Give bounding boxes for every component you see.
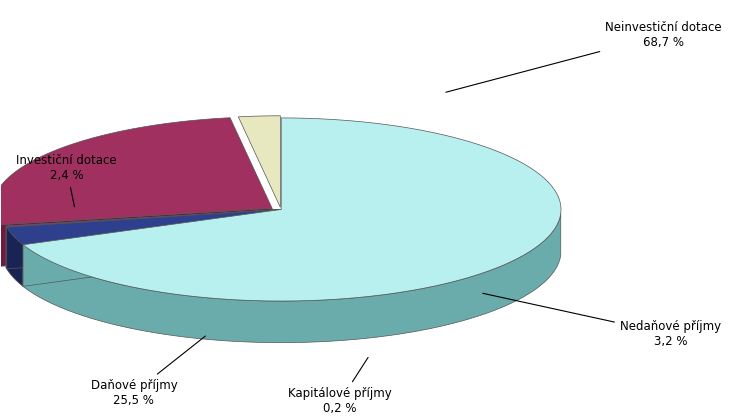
Text: Neinvestiční dotace
68,7 %: Neinvestiční dotace 68,7 % <box>446 21 722 92</box>
Text: Nedaňové příjmy
3,2 %: Nedaňové příjmy 3,2 % <box>483 293 721 348</box>
Polygon shape <box>238 116 280 207</box>
Polygon shape <box>23 210 281 286</box>
Polygon shape <box>7 210 281 269</box>
Polygon shape <box>0 118 272 225</box>
Polygon shape <box>0 208 272 266</box>
Text: Investiční dotace
2,4 %: Investiční dotace 2,4 % <box>16 154 116 207</box>
Polygon shape <box>23 210 281 286</box>
Polygon shape <box>7 210 281 245</box>
Polygon shape <box>6 210 281 227</box>
Polygon shape <box>23 213 561 343</box>
Text: Daňové příjmy
25,5 %: Daňové příjmy 25,5 % <box>91 336 205 407</box>
Polygon shape <box>6 210 281 268</box>
Polygon shape <box>7 227 23 286</box>
Polygon shape <box>23 118 561 301</box>
Polygon shape <box>7 210 281 269</box>
Text: Kapitálové příjmy
0,2 %: Kapitálové příjmy 0,2 % <box>288 357 392 415</box>
